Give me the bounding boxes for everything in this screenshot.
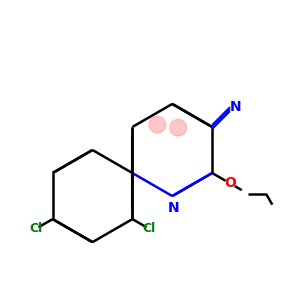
Text: O: O [224,176,236,190]
Text: N: N [168,201,180,215]
Circle shape [149,116,166,133]
Text: N: N [230,100,241,114]
Circle shape [170,119,187,136]
Text: Cl: Cl [30,222,43,235]
Text: Cl: Cl [142,222,155,235]
